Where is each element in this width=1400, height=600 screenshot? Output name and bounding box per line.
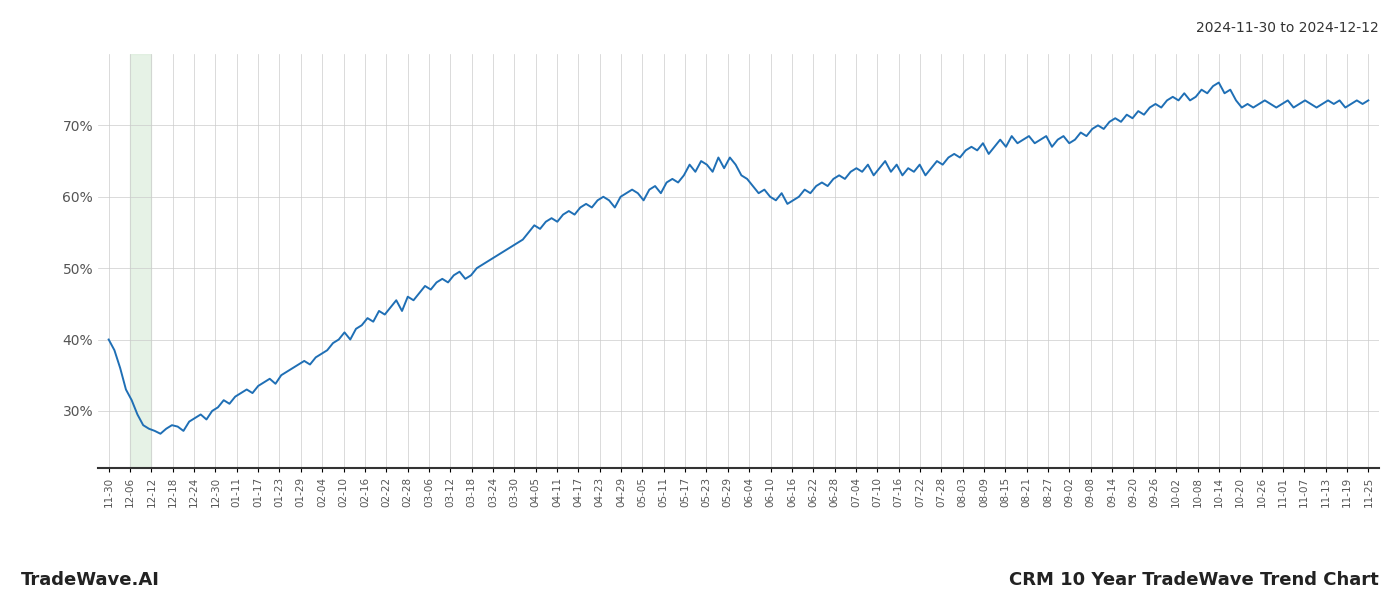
Text: CRM 10 Year TradeWave Trend Chart: CRM 10 Year TradeWave Trend Chart [1009, 571, 1379, 589]
Text: 2024-11-30 to 2024-12-12: 2024-11-30 to 2024-12-12 [1196, 21, 1379, 35]
Text: TradeWave.AI: TradeWave.AI [21, 571, 160, 589]
Bar [130, 54, 151, 468]
